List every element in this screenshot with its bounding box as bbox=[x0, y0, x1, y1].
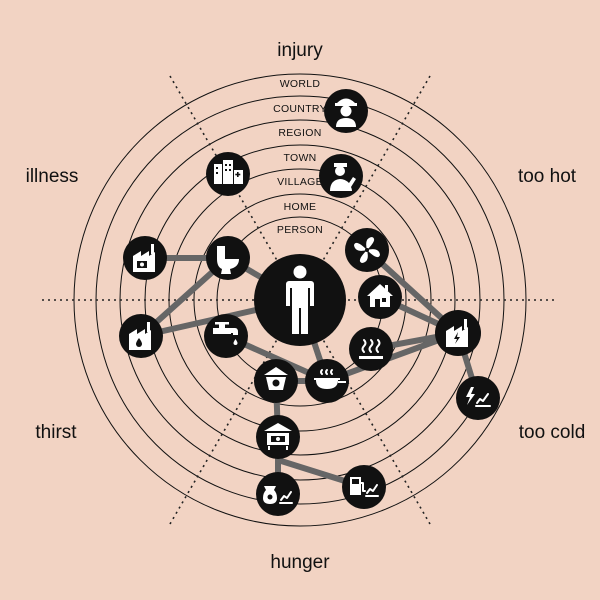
hospital-building-icon bbox=[214, 160, 243, 184]
ring-label-country: COUNTRY bbox=[273, 103, 327, 115]
label-too-hot: too hot bbox=[518, 166, 577, 187]
fan-node[interactable] bbox=[345, 228, 389, 272]
sector-labels: injury illness too hot thirst too cold h… bbox=[26, 40, 586, 573]
food-store-node[interactable] bbox=[256, 415, 300, 459]
toilet-node[interactable] bbox=[206, 236, 250, 280]
ring-label-world: WORLD bbox=[280, 78, 321, 90]
power-factory-icon bbox=[446, 319, 468, 347]
ring-label-person: PERSON bbox=[277, 224, 323, 236]
ring-label-town: TOWN bbox=[283, 152, 316, 164]
person-icon bbox=[286, 265, 314, 334]
factory-icon bbox=[133, 244, 155, 272]
edge-pot-powerplant bbox=[324, 330, 461, 384]
tap-icon bbox=[213, 322, 238, 345]
water-factory-icon bbox=[129, 322, 151, 350]
soldier-icon bbox=[335, 98, 357, 127]
toilet-icon bbox=[217, 246, 239, 274]
ring-label-region: REGION bbox=[278, 127, 321, 139]
medicine-factory-node[interactable] bbox=[123, 236, 167, 280]
doctor-node[interactable] bbox=[319, 154, 363, 198]
scale-icon bbox=[264, 367, 288, 390]
water-plant-node[interactable] bbox=[119, 314, 163, 358]
label-hunger: hunger bbox=[270, 552, 330, 573]
heater-node[interactable] bbox=[349, 327, 393, 371]
label-injury: injury bbox=[277, 40, 323, 61]
heat-icon bbox=[359, 339, 383, 359]
tap-node[interactable] bbox=[204, 314, 248, 358]
fuel-price-node[interactable] bbox=[342, 465, 386, 509]
ring-labels: WORLD COUNTRY REGION TOWN VILLAGE HOME P… bbox=[270, 76, 330, 236]
energy-price-icon bbox=[466, 387, 491, 407]
market-stall-icon bbox=[264, 423, 292, 450]
power-plant-node[interactable] bbox=[435, 310, 481, 356]
soldier-node[interactable] bbox=[324, 89, 368, 133]
label-thirst: thirst bbox=[35, 422, 77, 443]
house-icon bbox=[367, 284, 393, 307]
label-illness: illness bbox=[26, 166, 79, 187]
label-too-cold: too cold bbox=[519, 422, 586, 443]
fan-icon bbox=[354, 237, 380, 263]
house-node[interactable] bbox=[358, 275, 402, 319]
food-price-icon bbox=[263, 486, 293, 504]
center-person bbox=[254, 254, 346, 346]
fuel-price-icon bbox=[350, 477, 379, 497]
food-scale-node[interactable] bbox=[254, 359, 298, 403]
energy-market-node[interactable] bbox=[456, 376, 500, 420]
ring-label-village: VILLAGE bbox=[277, 176, 323, 188]
doctor-icon bbox=[330, 163, 356, 191]
ring-label-home: HOME bbox=[284, 201, 317, 213]
city-hospital-node[interactable] bbox=[206, 152, 250, 196]
cooking-pot-node[interactable] bbox=[305, 359, 349, 403]
pot-icon bbox=[314, 369, 346, 389]
food-price-node[interactable] bbox=[256, 472, 300, 516]
